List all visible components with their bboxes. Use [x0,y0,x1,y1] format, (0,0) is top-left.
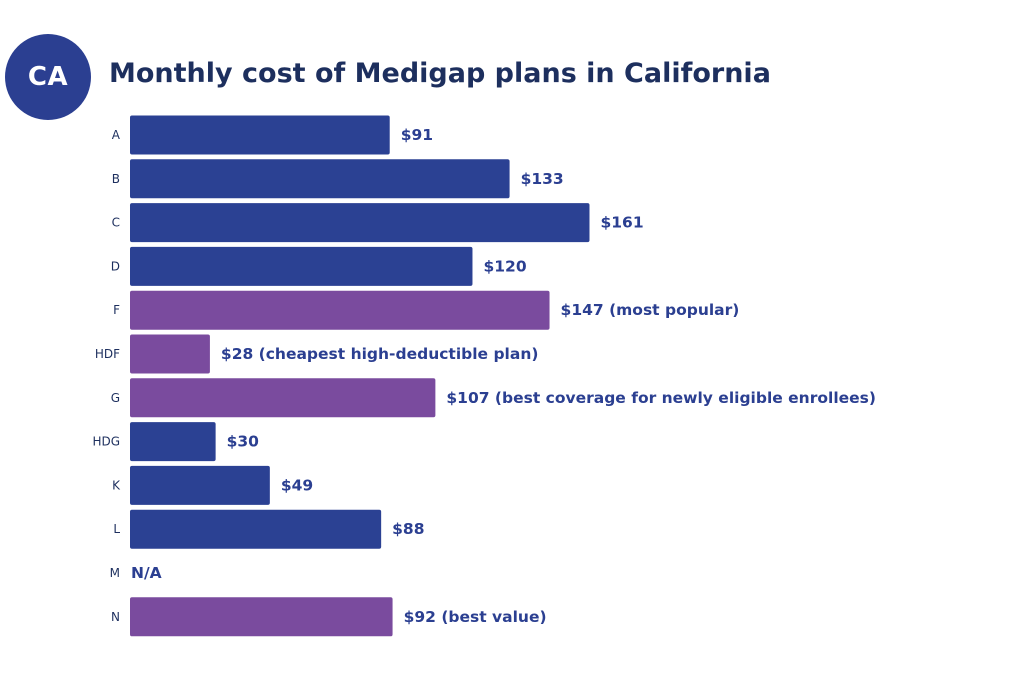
category-label-hdf: HDF [95,347,120,361]
category-label-f: F [113,303,120,317]
chart-title: Monthly cost of Medigap plans in Califor… [109,58,771,89]
value-label-b: $133 [521,170,564,188]
value-label-a: $91 [401,126,433,144]
category-label-a: A [112,128,121,142]
value-label-c: $161 [600,214,643,232]
value-label-hdf: $28 (cheapest high-deductible plan) [221,345,539,363]
value-label-m: N/A [131,564,162,582]
value-label-d: $120 [483,257,526,275]
category-label-n: N [111,610,120,624]
bar-b [130,159,510,199]
category-label-c: C [112,216,120,230]
value-label-hdg: $30 [227,433,260,451]
bar-g [130,378,436,418]
category-label-d: D [111,259,120,273]
value-label-l: $88 [392,520,424,538]
bar-n [130,597,393,637]
category-label-m: M [110,566,120,580]
bar-hdf [130,334,210,374]
bar-d [130,246,473,286]
state-badge: CA [5,34,91,120]
value-label-g: $107 (best coverage for newly eligible e… [446,389,876,407]
bar-hdg [130,422,216,462]
bar-a [130,115,390,155]
category-label-g: G [111,391,120,405]
bar-l [130,509,382,549]
category-label-hdg: HDG [92,435,120,449]
value-label-f: $147 (most popular) [561,301,740,319]
value-label-n: $92 (best value) [404,608,547,626]
bar-c [130,203,590,243]
category-label-k: K [112,478,121,492]
category-labels-group: A B C D F HDF G HDG K L M N [92,128,121,624]
value-labels-group: $91 $133 $161 $120 $147 (most popular) $28 (c… [131,126,876,626]
category-label-l: L [113,522,120,536]
category-label-b: B [112,172,120,186]
bar-k [130,465,270,505]
bars-group [130,115,590,637]
bar-f [130,290,550,330]
value-label-k: $49 [281,476,313,494]
